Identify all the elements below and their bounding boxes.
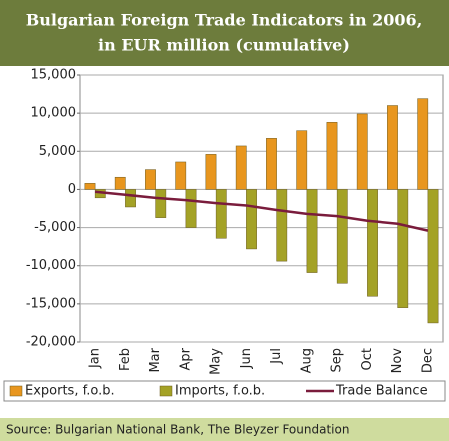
chart-title: Bulgarian Foreign Trade Indicators in 20…: [26, 11, 423, 30]
legend-label: Imports, f.o.b.: [175, 384, 265, 399]
bar: [205, 154, 217, 190]
bar: [185, 189, 197, 228]
y-tick-label: 10,000: [31, 106, 77, 121]
bar: [84, 183, 96, 190]
x-tick-label: Oct: [360, 348, 375, 370]
bar: [125, 189, 136, 208]
bar: [266, 138, 277, 190]
y-tick-label: 5,000: [39, 144, 76, 159]
bar: [175, 161, 187, 190]
y-tick-label: 0: [68, 182, 76, 197]
bar: [155, 189, 167, 218]
y-tick-label: -10,000: [26, 258, 76, 273]
bar: [427, 189, 439, 324]
bar: [306, 189, 318, 273]
x-tick-label: Aug: [299, 348, 314, 373]
bar: [276, 189, 288, 262]
bar: [367, 189, 378, 297]
bar: [145, 169, 156, 190]
bar: [387, 105, 398, 190]
x-tick-label: Jun: [239, 348, 254, 369]
bar: [336, 189, 348, 284]
bar: [397, 189, 409, 308]
x-tick-label: Jul: [269, 348, 284, 365]
x-tick-label: Dec: [420, 348, 435, 373]
line: [94, 190, 429, 232]
y-tick-label: 15,000: [31, 68, 77, 83]
y-tick-label: -15,000: [26, 296, 76, 311]
y-tick-label: -20,000: [26, 335, 76, 350]
x-tick-label: May: [209, 348, 224, 375]
bar: [246, 189, 257, 250]
legend-swatch: [159, 385, 173, 397]
bar: [235, 145, 247, 190]
bar: [417, 98, 429, 190]
source: Source: Bulgarian National Bank, The Ble…: [6, 423, 349, 437]
x-tick-label: Apr: [178, 347, 193, 370]
x-tick-label: Feb: [118, 348, 133, 371]
bar: [326, 122, 338, 190]
bar: [215, 189, 227, 239]
legend-label: Trade Balance: [335, 384, 428, 399]
bar: [356, 113, 368, 190]
x-tick-label: Sep: [330, 348, 345, 373]
legend-box: [3, 380, 446, 402]
source-band: [0, 418, 449, 441]
bar: [296, 130, 308, 190]
title-band: [0, 0, 449, 66]
x-tick-label: Jan: [88, 348, 103, 369]
legend-swatch: [9, 385, 23, 397]
x-tick-label: Mar: [148, 347, 163, 372]
legend-label: Exports, f.o.b.: [25, 384, 115, 399]
chart-subtitle: in EUR million (cumulative): [98, 36, 350, 55]
bar: [114, 176, 126, 190]
x-tick-label: Nov: [390, 348, 405, 374]
y-tick-label: -5,000: [34, 220, 76, 235]
